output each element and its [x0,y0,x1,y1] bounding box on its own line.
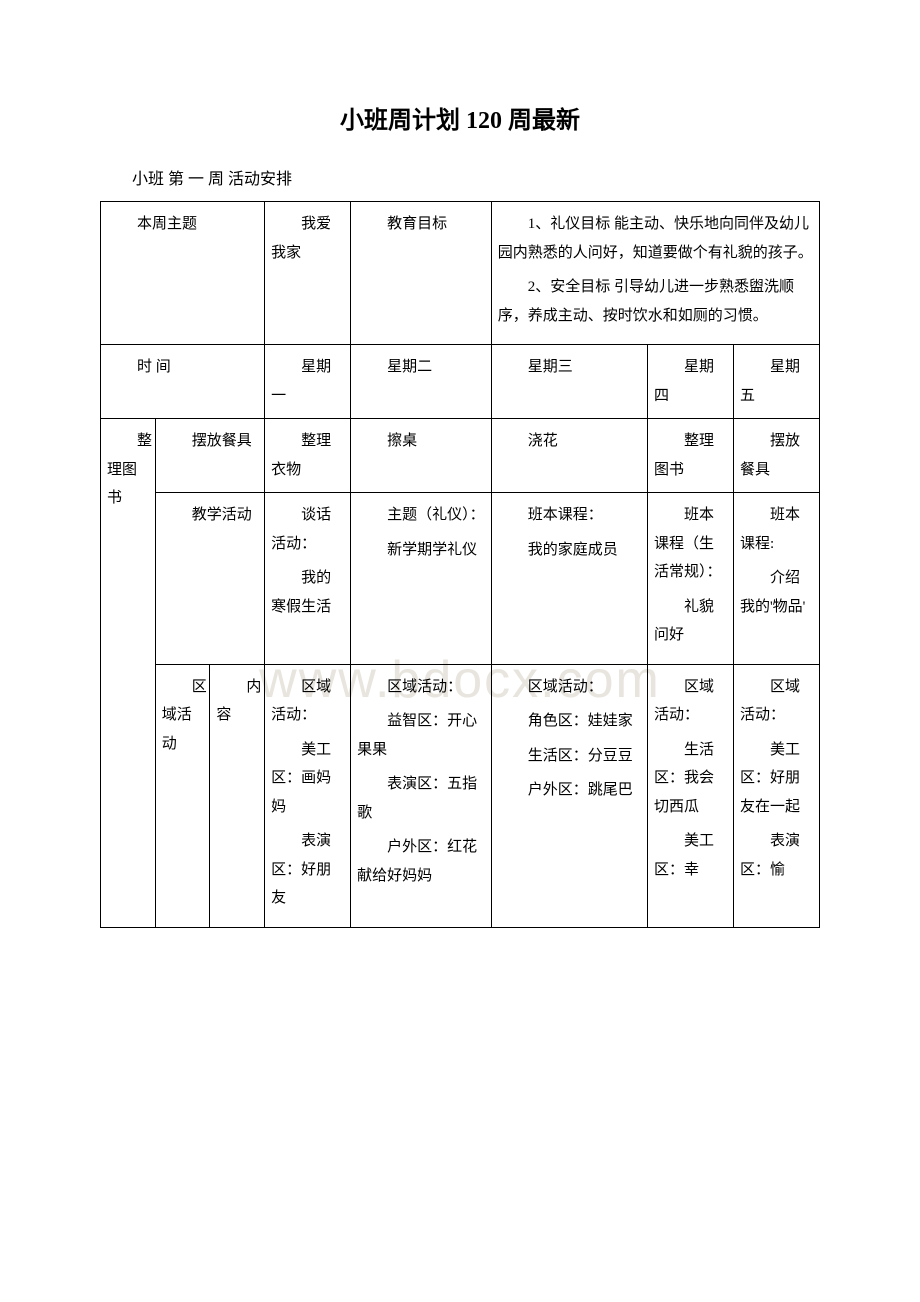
task-d5: 摆放餐具 [740,427,813,484]
area-d1b: 美工区：画妈妈 [271,736,344,822]
area-d3c: 生活区：分豆豆 [498,742,641,771]
table-row: 区域活动 内容 区域活动： 美工区：画妈妈 表演区：好朋友 区域活动： 益智区：… [101,664,820,927]
task-d1: 整理衣物 [271,427,344,484]
area-cell: 区域活动： 美工区：画妈妈 表演区：好朋友 [265,664,351,927]
teach-cell: 班本课程： 我的家庭成员 [491,493,647,665]
area-cell: 区域活动： 角色区：娃娃家 生活区：分豆豆 户外区：跳尾巴 [491,664,647,927]
side-label-cell: 整理图书 [101,419,156,928]
area-d4a: 区域活动： [654,673,727,730]
subtitle: 小班 第 一 周 活动安排 [100,165,820,189]
table-row: 时 间 星期一 星期二 星期三 星期四 星期五 [101,345,820,419]
schedule-table: 本周主题 我爱我家 教育目标 1、礼仪目标 能主动、快乐地向同伴及幼儿园内熟悉的… [100,201,820,928]
theme-value-cell: 我爱我家 [265,202,351,345]
teach-label-cell: 教学活动 [155,493,264,665]
page-title: 小班周计划 120 周最新 [100,100,820,135]
area-inner-label-cell: 内容 [210,664,265,927]
day-4: 星期四 [654,353,727,410]
task-cell: 整理图书 [648,419,734,493]
teach-d1a: 谈话活动： [271,501,344,558]
day-1: 星期一 [271,353,344,410]
teach-label: 教学活动 [162,501,258,530]
area-d3b: 角色区：娃娃家 [498,707,641,736]
day-header-cell: 星期五 [733,345,819,419]
task-cell: 摆放餐具 [733,419,819,493]
theme-label: 本周主题 [107,210,258,239]
task-label-cell: 摆放餐具 [155,419,264,493]
task-d2: 擦桌 [357,427,485,456]
theme-value: 我爱我家 [271,210,344,267]
table-row: 本周主题 我爱我家 教育目标 1、礼仪目标 能主动、快乐地向同伴及幼儿园内熟悉的… [101,202,820,345]
task-d3: 浇花 [498,427,641,456]
area-d1a: 区域活动： [271,673,344,730]
teach-d3a: 班本课程： [498,501,641,530]
task-d4: 整理图书 [654,427,727,484]
side-label: 整理图书 [107,427,149,513]
area-d4c: 美工区：幸 [654,827,727,884]
teach-d4b: 礼貌问好 [654,593,727,650]
area-d3d: 户外区：跳尾巴 [498,776,641,805]
time-label-cell: 时 间 [101,345,265,419]
day-header-cell: 星期一 [265,345,351,419]
area-d5b: 美工区：好朋友在一起 [740,736,813,822]
area-outer-label: 区域活动 [162,673,204,759]
table-row: 整理图书 摆放餐具 整理衣物 擦桌 浇花 整理图书 摆放餐具 [101,419,820,493]
area-cell: 区域活动： 生活区：我会切西瓜 美工区：幸 [648,664,734,927]
task-cell: 浇花 [491,419,647,493]
time-label: 时 间 [107,353,258,382]
area-d1c: 表演区：好朋友 [271,827,344,913]
task-cell: 擦桌 [351,419,492,493]
teach-cell: 谈话活动： 我的寒假生活 [265,493,351,665]
area-cell: 区域活动： 益智区：开心果果 表演区：五指歌 户外区：红花献给好妈妈 [351,664,492,927]
area-d2c: 表演区：五指歌 [357,770,485,827]
table-row: 教学活动 谈话活动： 我的寒假生活 主题（礼仪）： 新学期学礼仪 班本课程： 我… [101,493,820,665]
document-content: 小班周计划 120 周最新 小班 第 一 周 活动安排 本周主题 我爱我家 教育… [100,100,820,928]
area-d5a: 区域活动： [740,673,813,730]
teach-cell: 班本课程（生活常规）： 礼貌问好 [648,493,734,665]
goal-label-cell: 教育目标 [351,202,492,345]
area-d2d: 户外区：红花献给好妈妈 [357,833,485,890]
goal-label: 教育目标 [357,210,485,239]
teach-d4a: 班本课程（生活常规）： [654,501,727,587]
goal-text-1: 1、礼仪目标 能主动、快乐地向同伴及幼儿园内熟悉的人问好，知道要做个有礼貌的孩子… [498,210,813,267]
area-cell: 区域活动： 美工区：好朋友在一起 表演区：愉 [733,664,819,927]
goal-value-cell: 1、礼仪目标 能主动、快乐地向同伴及幼儿园内熟悉的人问好，知道要做个有礼貌的孩子… [491,202,819,345]
day-3: 星期三 [498,353,641,382]
theme-label-cell: 本周主题 [101,202,265,345]
teach-d1b: 我的寒假生活 [271,564,344,621]
day-header-cell: 星期三 [491,345,647,419]
day-header-cell: 星期二 [351,345,492,419]
day-5: 星期五 [740,353,813,410]
day-2: 星期二 [357,353,485,382]
teach-d2b: 新学期学礼仪 [357,536,485,565]
area-inner-label: 内容 [216,673,258,730]
teach-d5a: 班本课程: [740,501,813,558]
teach-d2a: 主题（礼仪）： [357,501,485,530]
area-d4b: 生活区：我会切西瓜 [654,736,727,822]
area-d5c: 表演区：愉 [740,827,813,884]
teach-cell: 主题（礼仪）： 新学期学礼仪 [351,493,492,665]
day-header-cell: 星期四 [648,345,734,419]
area-d3a: 区域活动： [498,673,641,702]
teach-d5b: 介绍我的'物品' [740,564,813,621]
teach-d3b: 我的家庭成员 [498,536,641,565]
area-d2b: 益智区：开心果果 [357,707,485,764]
goal-text-2: 2、安全目标 引导幼儿进一步熟悉盥洗顺序，养成主动、按时饮水和如厕的习惯。 [498,273,813,330]
task-label: 摆放餐具 [162,427,258,456]
task-cell: 整理衣物 [265,419,351,493]
area-outer-label-cell: 区域活动 [155,664,210,927]
teach-cell: 班本课程: 介绍我的'物品' [733,493,819,665]
area-d2a: 区域活动： [357,673,485,702]
